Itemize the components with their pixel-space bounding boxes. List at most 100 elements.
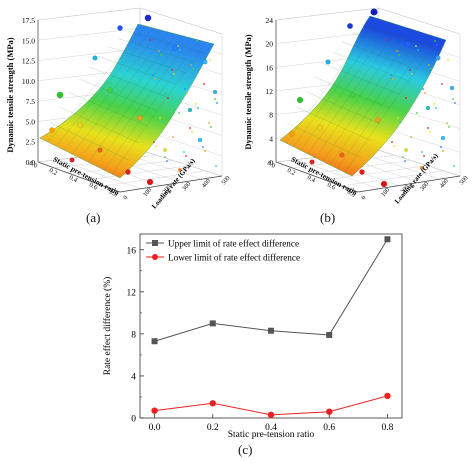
wall-projection-dot — [452, 98, 454, 100]
z-tick-label: 15.0 — [22, 36, 35, 45]
wall-projection-dot — [178, 112, 180, 114]
z-tick-label: 10.0 — [22, 77, 35, 86]
mesh-line — [322, 30, 416, 162]
y-axis-line — [119, 175, 223, 193]
floor-gridline — [87, 165, 190, 181]
wall-projection-dot — [403, 93, 405, 95]
z-tick-label: 8 — [269, 111, 273, 120]
mesh-line — [360, 23, 437, 50]
x-tick-label: 0.0 — [266, 160, 276, 170]
wall-projection-dot — [447, 59, 449, 61]
x-tick-label: 0.4 — [306, 174, 317, 184]
y-tick-label: 400 — [201, 178, 212, 190]
series-c — [151, 236, 391, 419]
z-tick-label: 2.5 — [26, 138, 36, 147]
panel-label-c: (c) — [238, 442, 253, 457]
data-point-ball — [92, 55, 98, 61]
wall-projection-dot — [160, 54, 162, 56]
x-tick-label: 0.0 — [28, 160, 38, 170]
data-point-ball — [375, 117, 381, 123]
panel-label-a: (a) — [86, 210, 101, 225]
wall-projection-dot — [185, 155, 187, 157]
wall-projection-dot — [186, 92, 188, 94]
mesh-line — [71, 31, 169, 155]
wall-projection-dot — [433, 103, 435, 105]
data-point-ball — [449, 85, 455, 91]
z-tick-label: 20 — [266, 40, 274, 49]
mesh-line — [95, 37, 192, 167]
mesh-line — [111, 41, 207, 175]
data-point-ball — [325, 59, 331, 65]
wall-projection-dot — [410, 136, 412, 138]
surface-mesh-b — [285, 18, 439, 173]
wall-projection-dot — [391, 141, 393, 143]
wall-projection-dot — [190, 64, 192, 66]
wall-projection-dot — [427, 127, 429, 129]
mesh-line — [69, 92, 149, 127]
surface-mesh-a — [47, 25, 207, 175]
legend-marker-lower — [152, 254, 158, 260]
wall-projection-dot — [198, 44, 200, 46]
y-tick-label: 0 — [360, 194, 367, 201]
wall-projection-dot — [453, 165, 455, 167]
data-point-ball — [172, 45, 178, 51]
series-point-circle — [267, 411, 275, 419]
data-point-ball — [440, 135, 446, 141]
legend-marker-upper — [152, 240, 158, 246]
data-point-ball — [125, 169, 131, 175]
data-point-ball — [380, 180, 388, 188]
floor-gridline — [296, 159, 379, 189]
wall-projection-dot — [396, 50, 398, 52]
z-tick-label: 17.5 — [22, 16, 35, 25]
series-point-circle — [209, 400, 216, 407]
mesh-line — [296, 106, 371, 141]
wall-projection-dot — [165, 93, 167, 95]
wall-projection-dot — [215, 165, 217, 167]
mesh-line — [323, 63, 400, 95]
wall-projection-dot — [429, 131, 431, 133]
data-point-ball — [187, 107, 193, 113]
wall-projection-dot — [448, 126, 450, 128]
wall-projection-dot — [164, 156, 166, 158]
data-point-ball — [144, 14, 152, 22]
wall-projection-dot — [189, 127, 191, 129]
surface-chart-b-svg: 0 4 8 12 16 20 24 0.0 0.2 0.4 0.6 0.8 0 100 200 300 40… — [243, 7, 469, 206]
data-point-ball — [69, 157, 75, 163]
data-point-ball — [296, 96, 304, 104]
wall-projection-dot — [172, 136, 174, 138]
wall-projection-dot — [454, 102, 456, 104]
y-axis-label-c: Rate effect difference (%) — [102, 277, 113, 376]
surface-chart-a: 0.0 2.5 5.0 7.5 10.0 12.5 15.0 17.5 0.0 0.2 0.4 0.… — [0, 0, 236, 212]
mesh-line — [342, 41, 418, 70]
wall-projection-dot — [195, 103, 197, 105]
data-point-ball — [77, 122, 83, 128]
wall-projection-dot — [149, 39, 151, 41]
wall-projection-dot — [387, 39, 389, 41]
response-surface-a — [39, 23, 215, 179]
mesh-line — [79, 33, 177, 159]
wall-projection-dot — [155, 145, 157, 147]
mesh-line — [128, 30, 205, 54]
wall-projection-dot — [159, 117, 161, 119]
y-axis-label-b: Loading rate (GPa/s) — [393, 152, 440, 206]
wall-projection-dot — [153, 141, 155, 143]
y-tick-label: 500 — [220, 175, 231, 187]
y-axis-line — [357, 175, 461, 193]
line-chart-c: 0 4 8 12 16 0.0 0.2 0.4 0.6 0.8 Upper limit of r… — [88, 228, 408, 440]
wall-projection-dot — [435, 107, 437, 109]
data-point-ball — [405, 41, 411, 47]
data-point-ball — [339, 152, 345, 158]
wall-gridline — [37, 7, 223, 35]
data-point-ball — [404, 148, 408, 152]
data-point-ball — [317, 125, 323, 131]
wall-projection-dot — [166, 160, 168, 162]
z-tick-label: 5.0 — [26, 117, 36, 126]
mesh-line — [108, 46, 186, 74]
floor-gridline — [103, 170, 206, 187]
mesh-line — [285, 18, 378, 144]
wall-projection-dot — [390, 74, 392, 76]
wall-projection-dot — [184, 88, 186, 90]
wall-projection-dot — [173, 73, 175, 75]
data-point-ball — [178, 168, 182, 172]
mesh-line — [344, 37, 439, 173]
